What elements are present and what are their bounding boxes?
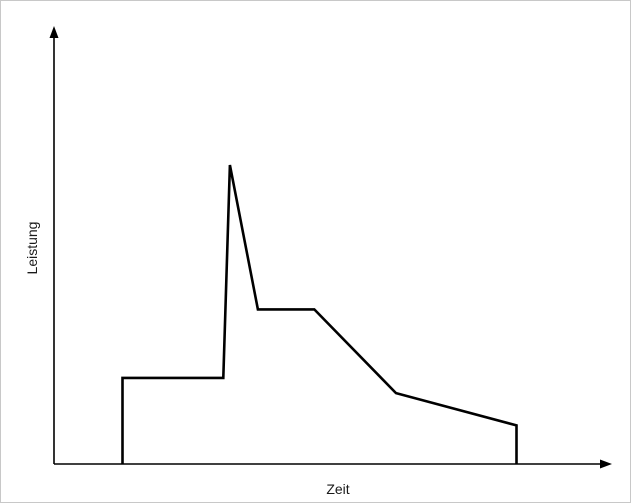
series-line bbox=[121, 164, 518, 464]
y-axis-arrow-icon bbox=[49, 26, 59, 38]
x-axis-label: Zeit bbox=[326, 481, 349, 497]
x-axis bbox=[54, 459, 612, 469]
y-axis bbox=[49, 26, 59, 464]
y-axis-label: Leistung bbox=[24, 222, 40, 275]
x-axis-arrow-icon bbox=[600, 459, 612, 469]
